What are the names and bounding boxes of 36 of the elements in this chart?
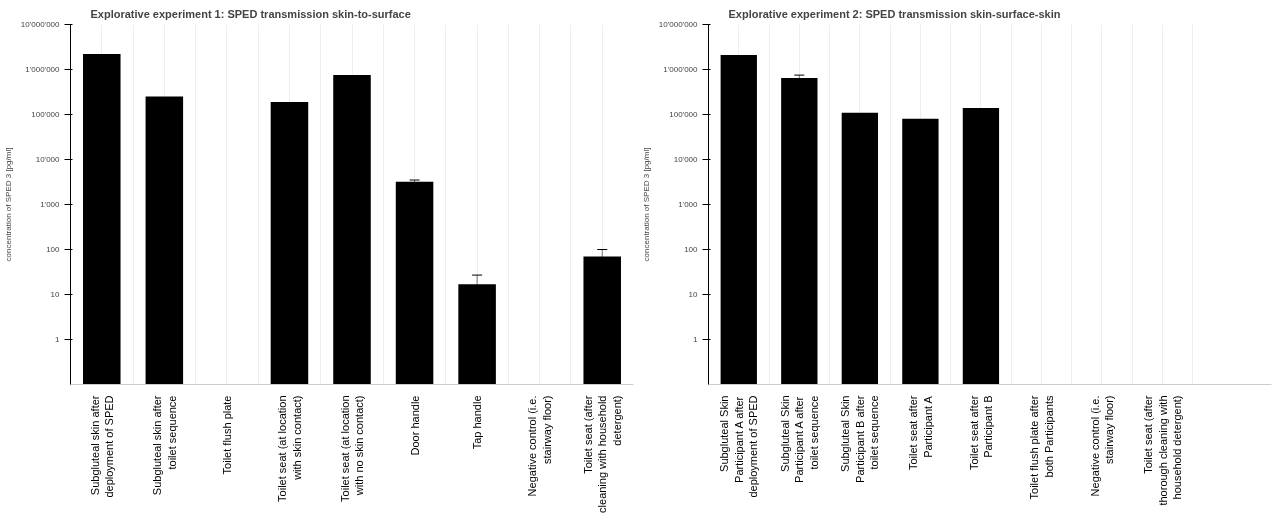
chart-title: Explorative experiment 1: SPED transmission skin-to-surface <box>90 7 411 20</box>
x-tick-label: Door handle <box>408 395 421 456</box>
y-tick-label: 100'000 <box>669 110 699 119</box>
y-tick-label: 10'000 <box>35 155 61 164</box>
y-tick-label: 10'000'000 <box>658 20 699 29</box>
x-tick-label: Negative control (i.e. stairway floor) <box>1088 395 1116 497</box>
y-tick-label: 1'000 <box>678 200 699 209</box>
y-tick-label: 10'000'000 <box>20 20 61 29</box>
x-tick-label: Toilet flush plate <box>220 395 233 475</box>
x-tick-label: Subgluteal Skin Participant A after deployment of SPED <box>718 395 760 498</box>
y-axis-title: concentration of SPED 3 [pg/ml] <box>641 147 651 262</box>
y-tick-label: 100'000 <box>31 110 61 119</box>
x-tick-label: Toilet seat (at location with no skin contact) <box>338 395 366 502</box>
x-tick-label: Toilet seat (after thorough cleaning with household detergent) <box>1142 395 1183 506</box>
x-tick-label: Subgluteal skin after deployment of SPED <box>88 395 115 498</box>
x-tick-label: Subgluteal Skin Participant A after toilet sequence <box>778 395 820 483</box>
y-tick-label: 1'000'000 <box>25 65 61 74</box>
y-tick-label: 100 <box>684 245 699 254</box>
x-tick-label: Toilet seat (after cleaning with household detergent) <box>581 395 623 513</box>
y-tick-label: 1 <box>693 335 699 344</box>
x-tick-label: Negative control (i.e. stairway floor) <box>526 395 553 497</box>
y-tick-label: 10 <box>50 290 61 299</box>
y-axis-title: concentration of SPED 3 [pg/ml] <box>3 147 13 262</box>
y-tick-label: 10 <box>688 290 699 299</box>
x-tick-label: Toilet seat after Participant B <box>967 395 995 471</box>
x-tick-label: Toilet seat (at location with skin contact) <box>276 395 303 502</box>
x-tick-label: Tap handle <box>471 395 484 450</box>
x-tick-label: Toilet flush plate after both Participants <box>1028 395 1055 500</box>
y-tick-label: 1'000 <box>40 200 61 209</box>
chart-title: Explorative experiment 2: SPED transmission skin-surface-skin <box>728 7 1061 20</box>
y-tick-label: 100 <box>46 245 61 254</box>
x-tick-label: Toilet seat after Participant A <box>907 395 934 471</box>
y-tick-label: 10'000 <box>673 155 699 164</box>
y-tick-label: 1 <box>55 335 61 344</box>
y-tick-label: 1'000'000 <box>663 65 699 74</box>
x-tick-label: Subgluteal skin after toilet sequence <box>151 395 178 496</box>
